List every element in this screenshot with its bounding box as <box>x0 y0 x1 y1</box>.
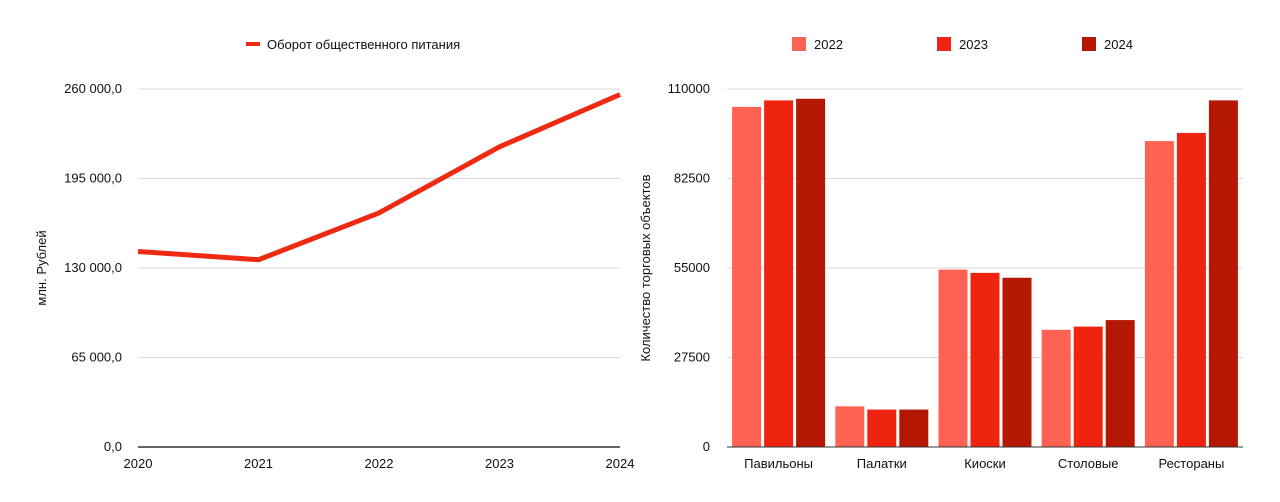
bar-2024 <box>1105 320 1135 447</box>
bar-2024 <box>1208 100 1238 448</box>
bar-category-label: Рестораны <box>1158 456 1224 471</box>
bar-2022 <box>732 106 762 448</box>
bar-legend-label: 2022 <box>814 37 843 52</box>
bar-2023 <box>1176 132 1206 447</box>
bar-2023 <box>970 272 1000 447</box>
bar-y-tick-label: 0 <box>703 439 710 454</box>
line-x-tick-label: 2024 <box>606 456 635 471</box>
bar-y-tick-label: 82500 <box>674 171 710 186</box>
line-y-tick-label: 130 000,0 <box>64 260 122 275</box>
bar-2024 <box>899 409 929 447</box>
bar-legend: 2022 2023 2024 <box>792 37 1133 52</box>
line-legend-swatch <box>246 42 260 46</box>
bar-legend-label: 2023 <box>959 37 988 52</box>
bar-category-label: Киоски <box>964 456 1006 471</box>
bar-y-tick-labels: 0 27500 55000 82500 110000 <box>668 81 710 454</box>
line-x-tick-labels: 2020 2021 2022 2023 2024 <box>124 456 635 471</box>
bar-chart: 2022 2023 2024 Количество торговых объекто… <box>638 37 1243 471</box>
bar-legend-swatch <box>937 37 951 51</box>
line-legend: Оборот общественного питания <box>246 37 460 52</box>
bar-2022 <box>1144 141 1174 447</box>
line-x-tick-label: 2023 <box>485 456 514 471</box>
line-chart: Оборот общественного питания млн. Рублей… <box>34 37 634 471</box>
bar-category-label: Столовые <box>1058 456 1119 471</box>
line-x-tick-label: 2022 <box>365 456 394 471</box>
bar-y-axis-title: Количество торговых объектов <box>638 174 653 361</box>
bar-2023 <box>1073 326 1103 447</box>
bar-x-tick-labels: Павильоны Палатки Киоски Столовые Рестораны <box>744 456 1224 471</box>
line-x-tick-label: 2020 <box>124 456 153 471</box>
bar-marks <box>727 98 1243 448</box>
bar-category-label: Павильоны <box>744 456 813 471</box>
line-y-tick-label: 65 000,0 <box>71 350 122 365</box>
bar-category-label: Палатки <box>857 456 907 471</box>
bar-2022 <box>938 269 968 447</box>
line-y-tick-label: 260 000,0 <box>64 81 122 96</box>
bar-legend-swatch <box>792 37 806 51</box>
line-y-axis-title: млн. Рублей <box>34 230 49 305</box>
bar-2022 <box>835 406 865 447</box>
bar-legend-swatch <box>1082 37 1096 51</box>
line-gridlines <box>138 88 620 448</box>
bar-2023 <box>867 409 897 447</box>
bar-y-tick-label: 27500 <box>674 350 710 365</box>
bar-2024 <box>1002 277 1032 447</box>
line-series-path <box>137 92 621 263</box>
bar-legend-label: 2024 <box>1104 37 1133 52</box>
bar-2023 <box>764 100 794 448</box>
bar-y-tick-label: 110000 <box>668 81 710 96</box>
line-y-tick-labels: 0,0 65 000,0 130 000,0 195 000,0 260 000,0 <box>64 81 122 454</box>
line-x-tick-label: 2021 <box>244 456 273 471</box>
line-y-tick-label: 195 000,0 <box>64 171 122 186</box>
bar-2022 <box>1041 329 1071 447</box>
bar-2024 <box>796 98 826 447</box>
bar-y-tick-label: 55000 <box>674 260 710 275</box>
line-y-tick-label: 0,0 <box>104 439 122 454</box>
line-series-group <box>137 92 621 263</box>
line-legend-label: Оборот общественного питания <box>267 37 460 52</box>
